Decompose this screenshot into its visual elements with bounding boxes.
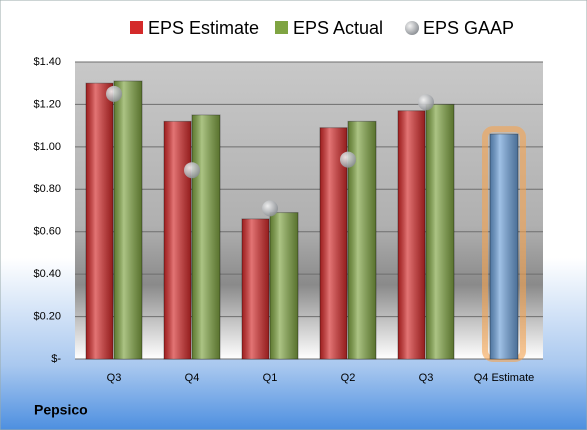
legend-marker (275, 21, 288, 34)
gaap-marker (184, 162, 200, 179)
y-tick-label: $0.80 (33, 183, 61, 195)
gaap-marker (262, 200, 278, 217)
x-tick-label: Q4 (185, 372, 200, 384)
gaap-marker (340, 151, 356, 168)
x-tick-label: Q1 (263, 372, 278, 384)
x-tick-label: Q3 (107, 372, 122, 384)
legend-label: EPS Actual (293, 18, 383, 38)
y-tick-label: $0.20 (33, 310, 61, 322)
bar-shine (192, 115, 220, 360)
legend-marker (405, 21, 419, 35)
x-tick-label: Q3 (419, 372, 434, 384)
y-tick-label: $- (51, 353, 61, 365)
chart-title: Pepsico (34, 402, 88, 418)
y-tick-label: $0.60 (33, 226, 61, 238)
bar-shine (426, 104, 454, 359)
gaap-marker (418, 94, 434, 111)
bar-shine (86, 83, 113, 359)
x-tick-label: Q2 (341, 372, 356, 384)
bar-shine (114, 81, 142, 359)
bar-shine (398, 110, 425, 360)
bar-shine (320, 127, 347, 359)
gaap-marker (106, 85, 122, 102)
y-tick-label: $0.40 (33, 268, 61, 280)
y-tick-label: $1.00 (33, 141, 61, 153)
bar-shine (490, 134, 518, 359)
bar-shine (164, 121, 191, 360)
legend-marker (130, 21, 143, 34)
y-tick-label: $1.20 (33, 98, 61, 110)
y-tick-label: $1.40 (33, 56, 61, 68)
legend-label: EPS GAAP (423, 18, 514, 38)
legend-label: EPS Estimate (148, 18, 259, 38)
bar-shine (242, 218, 269, 359)
plot-area (75, 62, 543, 359)
x-tick-label: Q4 Estimate (474, 372, 535, 384)
bar-shine (270, 212, 298, 359)
